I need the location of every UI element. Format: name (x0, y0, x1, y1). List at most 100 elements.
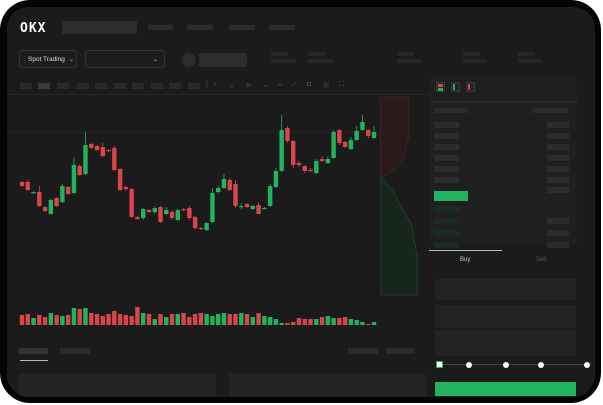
settings-icon[interactable]: ◎ (323, 82, 330, 89)
candle-body (267, 186, 273, 206)
volume-bar (273, 319, 279, 325)
column-header (532, 108, 568, 113)
slider-stop-25[interactable] (466, 362, 472, 368)
tab-sell[interactable]: Sell (536, 257, 547, 263)
chart-type-icon[interactable]: ⊳ (246, 82, 252, 89)
nav-item[interactable] (187, 25, 213, 30)
candle (140, 208, 146, 220)
volume-bar (123, 315, 129, 325)
search-placeholder[interactable] (62, 21, 137, 34)
volume-bar (25, 314, 30, 325)
tab-buy[interactable]: Buy (460, 257, 471, 263)
interval-button[interactable] (95, 83, 107, 89)
tab-open-orders[interactable] (19, 348, 48, 354)
interval-button[interactable] (57, 83, 69, 89)
volume-bar (169, 314, 175, 325)
candle (31, 191, 36, 194)
interval-button[interactable] (38, 83, 50, 89)
candlestick-chart[interactable] (7, 95, 430, 335)
candle-body (117, 169, 123, 190)
candle-body (152, 208, 157, 212)
candle (60, 184, 65, 203)
candle-body (175, 210, 181, 220)
candle-body (192, 217, 198, 228)
book-bids-icon[interactable] (451, 82, 460, 92)
candle-body (308, 170, 313, 172)
volume-bar (100, 316, 105, 325)
candle-body (314, 161, 319, 173)
interval-button[interactable] (77, 83, 89, 89)
line-icon[interactable]: ∼ (277, 82, 283, 89)
candle-body (31, 192, 36, 194)
tab-history[interactable] (60, 348, 90, 354)
filter-button[interactable] (348, 348, 378, 354)
volume-bar (106, 314, 111, 325)
candle (37, 186, 42, 207)
candle-body (37, 192, 42, 206)
amount-input[interactable] (435, 305, 576, 328)
chevron-down-icon[interactable]: ⌄ (263, 82, 269, 89)
volume-bar (371, 322, 377, 325)
price-input[interactable] (435, 279, 576, 300)
book-both-icon[interactable] (436, 82, 445, 92)
candle-body (319, 159, 325, 161)
candle (117, 168, 123, 191)
volume-bar (239, 313, 244, 325)
slider-stop-50[interactable] (503, 362, 509, 368)
book-asks-icon[interactable] (466, 82, 475, 92)
candle (83, 132, 88, 175)
nav-item[interactable] (269, 25, 295, 30)
bid-price (434, 206, 459, 212)
interval-button[interactable] (188, 83, 200, 89)
slider-handle[interactable] (436, 361, 443, 368)
active-tab-underline (429, 250, 502, 251)
ask-size (547, 155, 569, 161)
nav-item[interactable] (229, 25, 255, 30)
pair-select[interactable]: ⌄ (85, 50, 165, 68)
candle-body (164, 210, 169, 214)
interval-button[interactable] (151, 83, 163, 89)
stat-value (463, 59, 487, 63)
filter-button[interactable] (386, 348, 415, 354)
slider-stop-75[interactable] (538, 362, 544, 368)
volume-bar (285, 323, 290, 325)
okx-logo[interactable]: OKX (20, 21, 47, 36)
candle (192, 216, 198, 230)
slider-stop-100[interactable] (584, 362, 590, 368)
camera-icon[interactable]: ◘ (307, 81, 312, 88)
indicator-icon[interactable]: ≈ (213, 81, 217, 88)
fullscreen-icon[interactable]: ⛶ (339, 81, 344, 88)
candle (296, 161, 302, 167)
interval-button[interactable] (169, 83, 181, 89)
candle-body (221, 179, 227, 188)
order-card (229, 374, 426, 397)
slider-track[interactable] (440, 364, 587, 365)
ruler-icon[interactable]: ⟋ (292, 81, 297, 88)
depth-asks-area (379, 96, 410, 179)
candle (331, 130, 336, 159)
buy-button[interactable] (435, 382, 576, 396)
candle (71, 157, 77, 194)
ask-price (434, 177, 459, 183)
interval-button[interactable] (20, 83, 32, 89)
price-placeholder (199, 53, 247, 67)
market-type-select[interactable]: Spot Trading ⌄ (19, 50, 77, 68)
interval-button[interactable] (132, 83, 144, 89)
candle (19, 181, 25, 187)
volume-bar (89, 313, 94, 325)
candle-body (291, 141, 296, 165)
volume-bar (342, 317, 348, 325)
volume-bar (244, 314, 250, 325)
interval-button[interactable] (114, 83, 126, 89)
candle-body (158, 207, 163, 222)
volume-bar (348, 319, 354, 325)
chevron-down-icon[interactable]: ⌄ (229, 82, 235, 89)
candle-body (285, 128, 290, 141)
total-input[interactable] (435, 330, 576, 356)
candle (366, 129, 371, 138)
ask-price (434, 155, 459, 161)
candle (123, 186, 129, 191)
bid-size (547, 242, 569, 248)
stat-value (518, 59, 542, 63)
nav-item[interactable] (148, 25, 173, 30)
